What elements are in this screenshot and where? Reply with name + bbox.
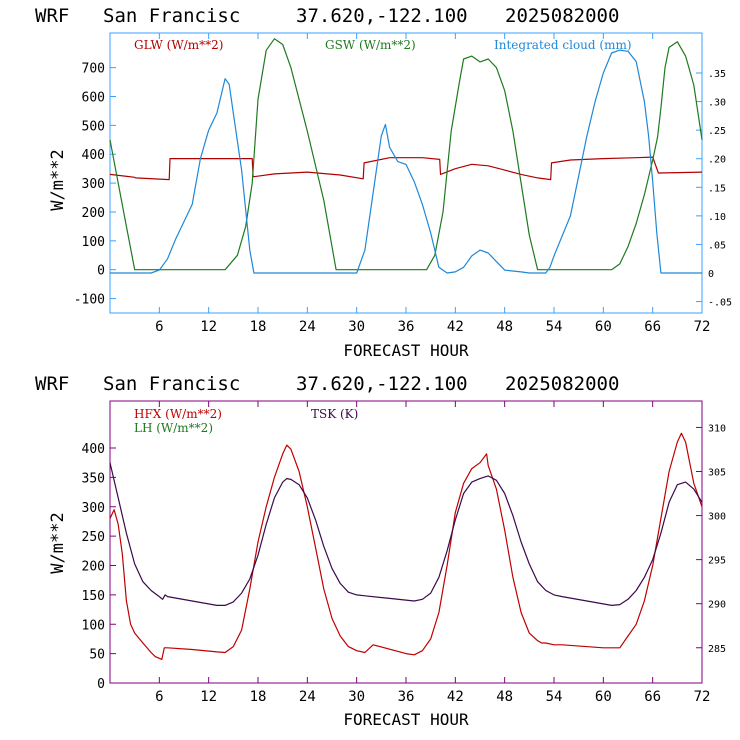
legend-gsw: GSW (W/m**2) [325, 38, 416, 52]
x-tick-label: 30 [348, 689, 365, 705]
y2-tick-label: .25 [708, 126, 726, 137]
x-tick-label: 54 [546, 319, 563, 335]
legend-tsk: TSK (K) [311, 407, 358, 421]
y-tick-label: 300 [82, 501, 105, 516]
x-tick-label: 36 [398, 689, 415, 705]
y2-tick-label: .30 [708, 98, 726, 109]
x-tick-label: 12 [200, 319, 217, 335]
chart-title-location: San Francisc [103, 373, 240, 395]
y-tick-label: 100 [82, 618, 105, 633]
y-tick-label: 300 [82, 177, 105, 192]
legend-cloud: Integrated cloud (mm) [494, 38, 632, 52]
y2-tick-label: 310 [708, 423, 726, 434]
y2-tick-label: .20 [708, 155, 726, 166]
x-tick-label: 12 [200, 689, 217, 705]
y-axis-label: W/m**2 [48, 512, 68, 573]
y-tick-label: 0 [97, 677, 105, 692]
legend-hfx: HFX (W/m**2) [134, 407, 222, 421]
chart-title-coords: 37.620,-122.100 [296, 373, 468, 395]
y-axis-label: W/m**2 [48, 149, 68, 210]
y-tick-label: 400 [82, 148, 105, 163]
x-tick-label: 6 [155, 689, 163, 705]
y-tick-label: 50 [89, 648, 105, 663]
y-tick-label: 250 [82, 530, 105, 545]
plot-frame [109, 32, 703, 314]
x-tick-label: 72 [694, 319, 711, 335]
x-tick-label: 48 [496, 689, 513, 705]
x-axis-label: FORECAST HOUR [343, 341, 469, 360]
bottom-chart: WRF San Francisc 37.620,-122.100 2025082… [35, 373, 726, 729]
chart-title-location: San Francisc [103, 5, 240, 27]
x-tick-label: 72 [694, 689, 711, 705]
y2-tick-label: 305 [708, 468, 726, 479]
y-tick-label: -100 [74, 293, 105, 308]
top-chart: WRF San Francisc 37.620,-122.100 2025082… [35, 5, 732, 360]
y-tick-label: 200 [82, 206, 105, 221]
x-tick-label: 30 [348, 319, 365, 335]
series-line-tsk [109, 462, 703, 607]
x-axis-label: FORECAST HOUR [343, 710, 469, 729]
y2-tick-label: -.05 [708, 298, 732, 309]
chart-title-model: WRF [35, 5, 69, 27]
x-tick-label: 66 [644, 319, 661, 335]
x-tick-label: 60 [595, 689, 612, 705]
chart-title-coords: 37.620,-122.100 [296, 5, 468, 27]
series-line-cloud [110, 49, 702, 274]
x-tick-label: 42 [447, 689, 464, 705]
x-tick-label: 54 [546, 689, 563, 705]
x-tick-label: 18 [250, 319, 267, 335]
y2-tick-label: .05 [708, 240, 726, 251]
y2-tick-label: .15 [708, 183, 726, 194]
y-tick-label: 600 [82, 91, 105, 106]
y-tick-label: 200 [82, 560, 105, 575]
x-tick-label: 36 [398, 319, 415, 335]
y-tick-label: 150 [82, 589, 105, 604]
x-tick-label: 24 [299, 319, 316, 335]
legend-glw: GLW (W/m**2) [134, 38, 223, 52]
x-tick-label: 18 [250, 689, 267, 705]
y2-tick-label: 285 [708, 644, 726, 655]
series-line-gsw [109, 38, 703, 271]
y-tick-label: 500 [82, 119, 105, 134]
y-tick-label: 0 [97, 264, 105, 279]
series-line-hfx [109, 432, 703, 661]
x-tick-label: 60 [595, 319, 612, 335]
y-tick-label: 400 [82, 442, 105, 457]
chart-title-date: 2025082000 [505, 5, 619, 27]
x-tick-label: 6 [155, 319, 163, 335]
y-tick-label: 700 [82, 62, 105, 77]
chart-marks: 6 12 18 24 30 36 42 48 54 60 66 72 -100 0 100 200 300 400… [74, 33, 732, 335]
y2-tick-label: .35 [708, 69, 726, 80]
chart-title-model: WRF [35, 373, 69, 395]
chart-title-date: 2025082000 [505, 373, 619, 395]
series-line-glw [109, 156, 703, 181]
x-tick-label: 24 [299, 689, 316, 705]
y-tick-label: 350 [82, 471, 105, 486]
y2-tick-label: 300 [708, 512, 726, 523]
x-tick-label: 66 [644, 689, 661, 705]
plot-frame [109, 400, 703, 684]
y2-tick-label: 295 [708, 556, 726, 567]
x-tick-label: 42 [447, 319, 464, 335]
y-tick-label: 100 [82, 235, 105, 250]
legend-lh: LH (W/m**2) [134, 421, 213, 435]
y2-tick-label: .10 [708, 212, 726, 223]
y2-tick-label: 290 [708, 600, 726, 611]
y2-tick-label: 0 [708, 269, 714, 280]
chart-marks: 6 12 18 24 30 36 42 48 54 60 66 72 0 50 100 150 200 250 30… [82, 401, 726, 705]
x-tick-label: 48 [496, 319, 513, 335]
